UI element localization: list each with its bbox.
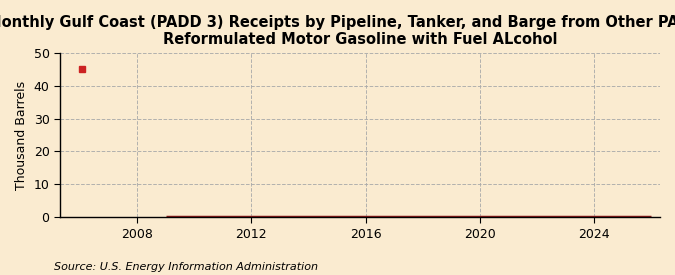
Text: Source: U.S. Energy Information Administration: Source: U.S. Energy Information Administ… [54,262,318,272]
Title: Monthly Gulf Coast (PADD 3) Receipts by Pipeline, Tanker, and Barge from Other P: Monthly Gulf Coast (PADD 3) Receipts by … [0,15,675,47]
Y-axis label: Thousand Barrels: Thousand Barrels [15,81,28,189]
